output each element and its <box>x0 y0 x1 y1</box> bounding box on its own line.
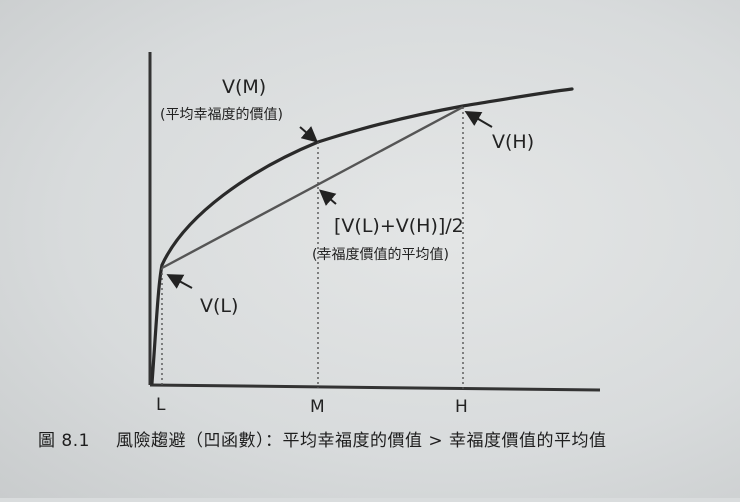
caption-text: 風險趨避（凹函數）：平均幸福度的價值 > 幸福度價值的平均值 <box>115 431 607 451</box>
tick-label-m: M <box>310 397 325 417</box>
figure-caption: 圖 8.1 風險趨避（凹函數）：平均幸福度的價值 > 幸福度價值的平均值 <box>38 426 728 451</box>
arrow-vh <box>464 110 493 128</box>
chord-line <box>161 105 464 270</box>
label-vl: V(L) <box>200 295 238 317</box>
label-avg: [V(L)+V(H)]/2 <box>334 215 464 237</box>
label-vh: V(H) <box>492 131 534 153</box>
tick-label-l: L <box>156 395 166 415</box>
label-vm: V(M) <box>222 76 266 98</box>
label-vm-note: (平均幸福度的價值) <box>160 106 283 123</box>
arrow-avg <box>318 189 337 206</box>
arrow-vm <box>299 126 319 143</box>
tick-label-h: H <box>455 397 468 417</box>
label-avg-note: (幸福度價值的平均值) <box>312 246 449 263</box>
x-axis <box>149 383 601 392</box>
figure-number: 圖 8.1 <box>38 431 90 451</box>
arrow-vl <box>166 274 193 289</box>
